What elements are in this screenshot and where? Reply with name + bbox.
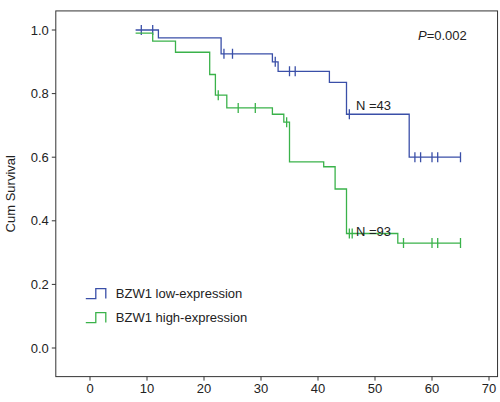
- x-tick-label: 50: [368, 381, 382, 396]
- y-tick: [52, 220, 56, 221]
- x-tick-label: 10: [140, 381, 154, 396]
- annotation: N =43: [356, 98, 391, 113]
- censor-mark: [289, 66, 290, 76]
- y-tick-label: 0.0: [31, 341, 49, 356]
- y-tick-label: 0.6: [31, 150, 49, 165]
- legend-label: BZW1 high-expression: [116, 310, 248, 325]
- censor-mark: [437, 238, 438, 248]
- censor-mark: [232, 49, 233, 59]
- censor-mark: [295, 66, 296, 76]
- censor-mark: [403, 238, 404, 248]
- y-tick-label: 0.2: [31, 277, 49, 292]
- y-tick: [52, 30, 56, 31]
- censor-mark: [431, 238, 432, 248]
- censor-mark: [437, 152, 438, 162]
- censor-mark: [286, 117, 287, 127]
- y-tick: [52, 157, 56, 158]
- plot-area: [136, 25, 461, 248]
- censor-mark: [255, 103, 256, 113]
- y-tick: [52, 284, 56, 285]
- censor-mark: [349, 109, 350, 119]
- censor-mark: [275, 57, 276, 67]
- censor-mark: [349, 229, 350, 239]
- censor-mark: [218, 90, 219, 100]
- censor-mark: [238, 103, 239, 113]
- censor-mark: [414, 152, 415, 162]
- censor-mark: [460, 238, 461, 248]
- x-tick-label: 40: [311, 381, 325, 396]
- annotation-part: P: [418, 28, 427, 43]
- x-tick-label: 60: [425, 381, 439, 396]
- y-tick: [52, 348, 56, 349]
- x-tick-label: 20: [197, 381, 211, 396]
- censor-mark: [431, 152, 432, 162]
- chart: 0.0 0.2 0.4 0.6 0.8 1.0 0 10 20 30 40 50 60 70 Cum Sur…: [0, 0, 500, 402]
- plot-frame: [56, 11, 498, 377]
- x-tick-label: 0: [86, 381, 93, 396]
- censor-mark: [352, 229, 353, 239]
- censor-mark: [460, 152, 461, 162]
- legend-label: BZW1 low-expression: [116, 286, 242, 301]
- annotation-part: =0.002: [427, 28, 467, 43]
- annotation: P=0.002: [418, 28, 467, 43]
- y-tick-label: 0.4: [31, 213, 49, 228]
- censor-mark: [223, 49, 224, 59]
- x-tick-label: 70: [482, 381, 496, 396]
- y-tick-label: 0.8: [31, 86, 49, 101]
- legend-swatch: [86, 289, 106, 299]
- survival-curve: [136, 30, 461, 157]
- legend-swatch: [86, 313, 106, 323]
- survival-curve: [136, 33, 461, 243]
- annotation: N =93: [356, 224, 391, 239]
- censor-mark: [420, 152, 421, 162]
- x-tick-label: 30: [254, 381, 268, 396]
- y-tick-label: 1.0: [31, 23, 49, 38]
- y-tick: [52, 93, 56, 94]
- y-axis-label: Cum Survival: [3, 155, 18, 232]
